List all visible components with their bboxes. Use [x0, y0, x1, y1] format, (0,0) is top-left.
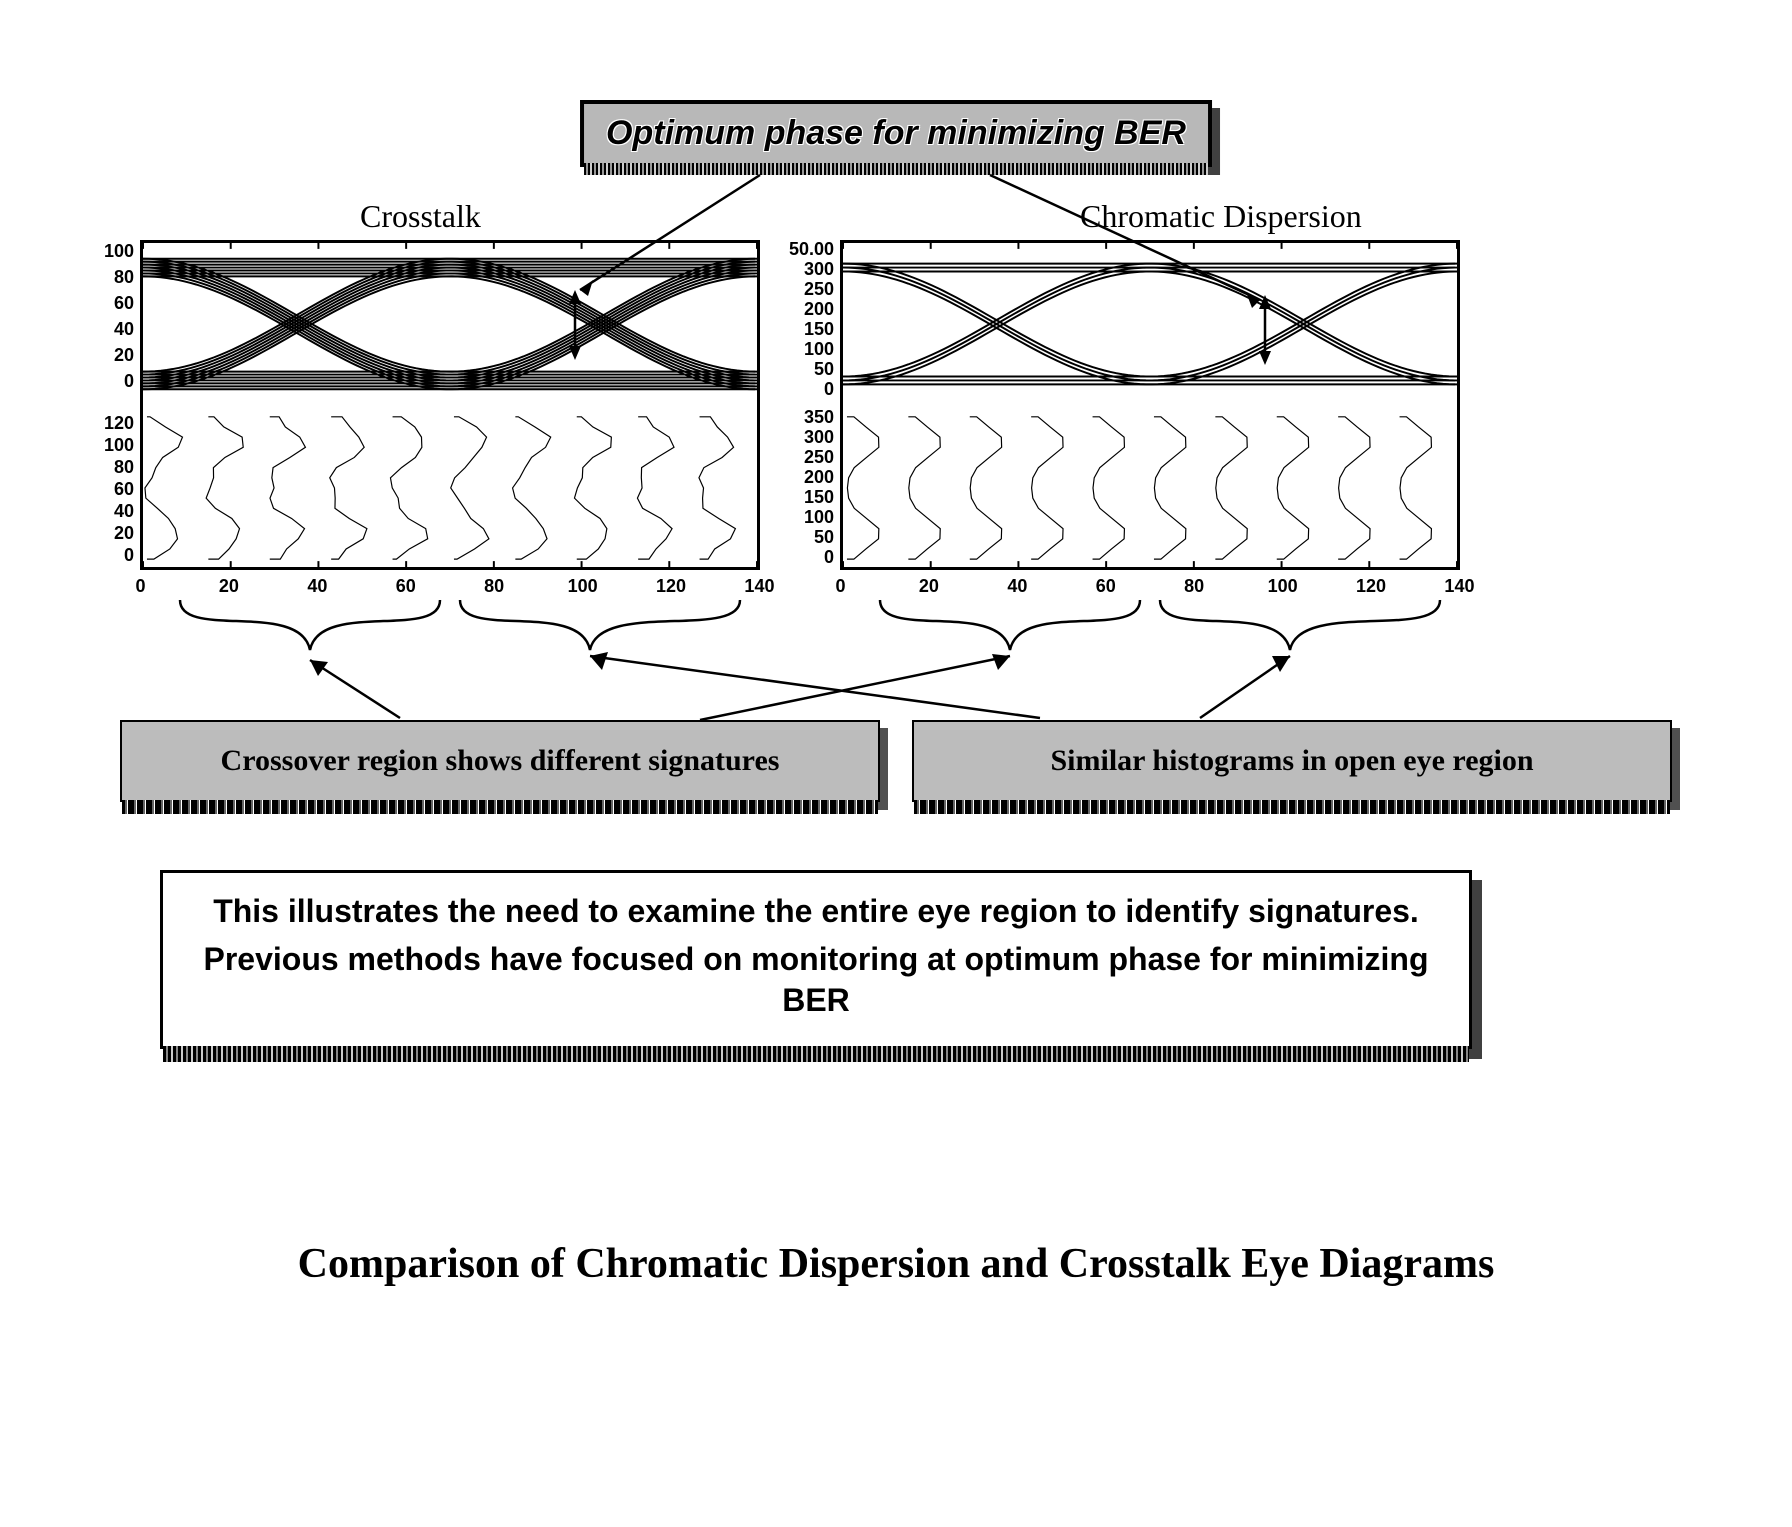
similar-histograms-text: Similar histograms in open eye region [1050, 744, 1533, 777]
axis-tick-label: 80 [92, 268, 134, 286]
axis-tick-label: 80 [92, 458, 134, 476]
left-eye-svg [143, 243, 757, 405]
axis-tick-label: 150 [786, 488, 834, 506]
left-plot-top-y-axis: 100 80 60 40 20 0 [92, 242, 134, 398]
axis-tick-label: 100 [92, 242, 134, 260]
axis-tick-label: 60 [92, 294, 134, 312]
axis-tick-label: 120 [92, 414, 134, 432]
axis-tick-label: 20 [92, 524, 134, 542]
explanatory-line-2: Previous methods have focused on monitor… [191, 939, 1441, 1022]
axis-tick-label: 300 [786, 428, 834, 446]
banner-noise-texture [584, 163, 1208, 175]
figure-caption: Comparison of Chromatic Dispersion and C… [0, 1240, 1792, 1288]
left-eye-diagram-plot [140, 240, 760, 570]
crossover-signatures-box: Crossover region shows different signatu… [120, 720, 880, 802]
right-eye-diagram-plot [840, 240, 1460, 570]
axis-tick-label: 250 [786, 448, 834, 466]
axis-tick-label: 350 [786, 408, 834, 426]
explanatory-text-box: This illustrates the need to examine the… [160, 870, 1472, 1049]
right-eye-svg [843, 243, 1457, 405]
axis-tick-label: 40 [92, 502, 134, 520]
optimum-phase-text: Optimum phase for minimizing BER [606, 114, 1186, 152]
axis-tick-label: 0 [786, 548, 834, 566]
axis-tick-label: 20 [92, 346, 134, 364]
axis-tick-label: 300 [776, 260, 834, 278]
axis-tick-label: 200 [776, 300, 834, 318]
axis-tick-label: 50.00 [776, 240, 834, 258]
right-histogram-svg [843, 405, 1457, 567]
right-chart-title: Chromatic Dispersion [1080, 198, 1362, 235]
axis-tick-label: 100 [92, 436, 134, 454]
optimum-phase-banner: Optimum phase for minimizing BER [580, 100, 1212, 167]
axis-tick-label: 0 [776, 380, 834, 398]
right-plot-top-y-axis: 50.00 300 250 200 150 100 50 0 [776, 240, 834, 400]
banner-noise-texture [122, 800, 878, 814]
description-banners-row: Crossover region shows different signatu… [120, 720, 1672, 802]
axis-tick-label: 50 [776, 360, 834, 378]
axis-tick-label: 0 [92, 546, 134, 564]
axis-tick-label: 0 [92, 372, 134, 390]
left-histogram-svg [143, 405, 757, 567]
left-plot-bottom-y-axis: 120 100 80 60 40 20 0 [92, 414, 134, 568]
explanatory-line-1: This illustrates the need to examine the… [191, 891, 1441, 933]
axis-tick-label: 250 [776, 280, 834, 298]
axis-tick-label: 100 [786, 508, 834, 526]
axis-tick-label: 150 [776, 320, 834, 338]
axis-tick-label: 100 [776, 340, 834, 358]
left-chart-title: Crosstalk [360, 198, 481, 235]
axis-tick-label: 40 [92, 320, 134, 338]
similar-histograms-box: Similar histograms in open eye region [912, 720, 1672, 802]
axis-tick-label: 60 [92, 480, 134, 498]
banner-noise-texture [163, 1046, 1469, 1062]
banner-noise-texture [914, 800, 1670, 814]
axis-tick-label: 50 [786, 528, 834, 546]
axis-tick-label: 200 [786, 468, 834, 486]
right-plot-bottom-y-axis: 350 300 250 200 150 100 50 0 [786, 408, 834, 568]
crossover-signatures-text: Crossover region shows different signatu… [221, 744, 780, 777]
